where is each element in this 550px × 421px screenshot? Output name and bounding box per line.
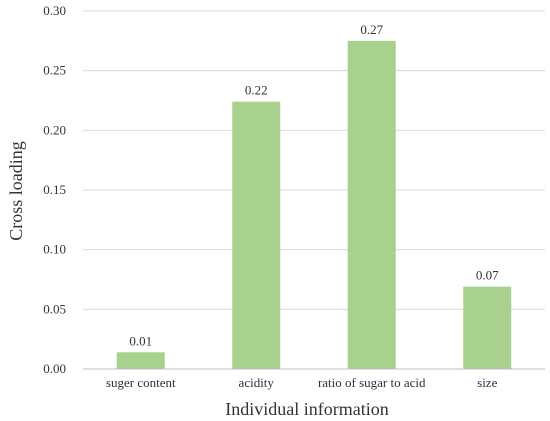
y-tick-label-6: 0.30 [43,3,66,18]
y-tick-label-5: 0.25 [43,63,66,78]
bar-2 [347,40,396,369]
data-label-2: 0.27 [360,22,383,37]
x-axis-title: Individual information [225,399,388,419]
x-tick-label-0: suger content [106,375,176,390]
grid-lines [83,10,545,310]
y-axis-ticks: 0.00 0.05 0.10 0.15 0.20 0.25 0.30 [43,3,66,376]
x-tick-label-2: ratio of sugar to acid [318,375,426,390]
y-tick-label-4: 0.20 [43,122,66,137]
y-tick-label-3: 0.15 [43,182,66,197]
bars [116,40,512,370]
x-axis-ticks: suger content acidity ratio of sugar to ac… [106,375,498,390]
x-tick-label-1: acidity [239,375,275,390]
bar-0 [116,352,165,369]
data-label-1: 0.22 [245,83,268,98]
data-labels: 0.01 0.22 0.27 0.07 [129,22,499,348]
data-label-0: 0.01 [129,333,152,348]
y-axis-title: Cross loading [6,141,26,241]
y-tick-label-1: 0.05 [43,301,66,316]
y-tick-label-0: 0.00 [43,361,66,376]
y-tick-label-2: 0.10 [43,242,66,257]
data-label-3: 0.07 [476,268,499,283]
bar-3 [463,286,512,369]
x-tick-label-3: size [477,375,497,390]
bar-1 [232,101,281,370]
